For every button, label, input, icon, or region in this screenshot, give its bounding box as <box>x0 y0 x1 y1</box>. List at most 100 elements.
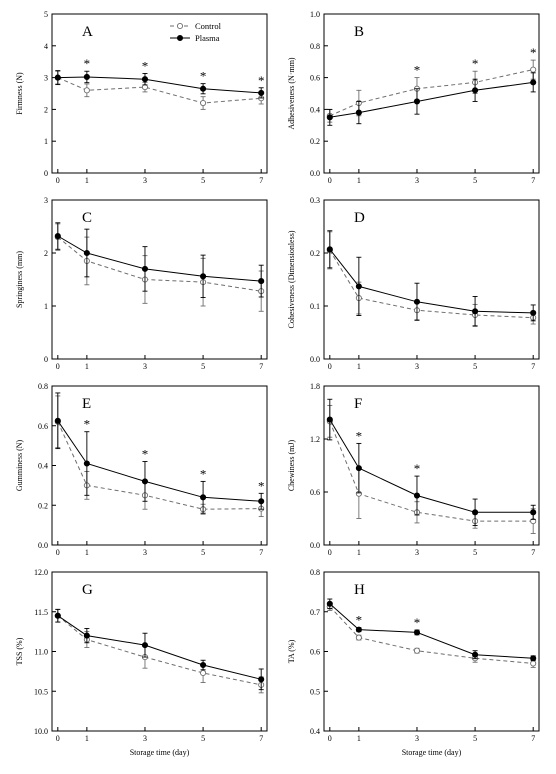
y-tick-label: 3 <box>44 196 48 205</box>
y-axis-label: Adhesiveness (N·mm) <box>287 57 296 130</box>
x-tick-label: 3 <box>143 734 147 743</box>
plasma-data-point <box>326 416 333 423</box>
panel-b: 0.0 0.2 0.4 0.6 0.8 1.0 0 1 3 5 7 Adhesiveness (N·m… <box>287 10 540 185</box>
x-axis-label: Storage time (day) <box>130 748 190 757</box>
y-tick-label: 10.5 <box>34 687 48 696</box>
significance-asterisk: * <box>200 466 207 481</box>
panel-h: 0.4 0.5 0.6 0.7 0.8 0 1 3 5 7 TA (%) Storage time (… <box>287 568 540 757</box>
y-tick-label: 1 <box>44 302 48 311</box>
panel-letter: A <box>82 24 93 40</box>
plasma-data-point <box>530 655 537 662</box>
panel-letter: D <box>354 210 365 226</box>
y-tick-label: 0.7 <box>310 608 320 617</box>
y-tick-label: 0 <box>44 169 48 178</box>
y-axis-label: Firmness (N) <box>15 72 24 115</box>
x-tick-label: 3 <box>415 176 419 185</box>
x-tick-label: 7 <box>531 734 535 743</box>
plasma-data-point <box>472 651 479 658</box>
y-tick-label: 1 <box>44 137 48 146</box>
panel-f: 0.0 0.6 1.2 1.8 0 1 3 5 7 Chewiness (mJ) F * * <box>287 382 540 557</box>
y-tick-label: 0.4 <box>38 462 48 471</box>
plasma-data-point <box>530 309 537 316</box>
plasma-data-point <box>141 76 149 83</box>
plasma-data-point <box>200 494 207 501</box>
x-axis-label: Storage time (day) <box>402 748 462 757</box>
x-tick-label: 3 <box>143 548 147 557</box>
y-tick-label: 3 <box>44 74 48 83</box>
plasma-data-point <box>355 465 362 472</box>
panel-c-frame <box>51 199 268 360</box>
x-tick-label: 1 <box>357 362 361 371</box>
plasma-data-point <box>258 89 265 96</box>
x-tick-label: 1 <box>357 176 361 185</box>
x-tick-label: 5 <box>201 176 205 185</box>
plasma-data-point <box>200 273 207 280</box>
plasma-data-point <box>472 509 479 516</box>
significance-asterisk: * <box>414 461 421 476</box>
x-tick-label: 0 <box>328 734 332 743</box>
y-tick-label: 2 <box>44 249 48 258</box>
panel-letter: B <box>354 24 364 40</box>
panel-letter: F <box>354 396 362 412</box>
y-tick-label: 0.8 <box>38 382 48 391</box>
control-series-line <box>329 606 534 664</box>
x-tick-label: 3 <box>143 362 147 371</box>
y-tick-label: 0.6 <box>310 648 320 657</box>
plasma-data-point <box>413 629 421 636</box>
panel-d: 0.0 0.1 0.2 0.3 0 1 3 5 7 Cohesiveness (Dimension… <box>287 196 540 371</box>
y-tick-label: 0.2 <box>310 249 320 258</box>
plasma-data-point <box>326 246 333 253</box>
y-tick-label: 0.0 <box>38 541 48 550</box>
plasma-data-point <box>355 109 362 116</box>
significance-asterisk: * <box>530 45 537 60</box>
significance-asterisk: * <box>142 58 149 73</box>
legend-plasma-marker <box>176 34 184 42</box>
plasma-data-point <box>326 600 333 607</box>
plasma-data-point <box>141 642 149 649</box>
x-tick-label: 7 <box>531 176 535 185</box>
significance-asterisk: * <box>472 56 479 71</box>
plasma-data-point <box>472 308 479 315</box>
y-tick-label: 0.4 <box>310 727 320 736</box>
significance-asterisk: * <box>142 447 149 462</box>
y-tick-label: 0.6 <box>310 74 320 83</box>
x-tick-label: 7 <box>259 176 263 185</box>
x-tick-label: 5 <box>473 734 477 743</box>
x-tick-label: 0 <box>328 362 332 371</box>
y-tick-label: 0.3 <box>310 196 320 205</box>
plasma-data-point <box>413 98 421 105</box>
control-data-point <box>83 87 90 94</box>
y-tick-label: 0.6 <box>38 422 48 431</box>
panel-letter: G <box>82 582 93 598</box>
y-tick-label: 0.6 <box>310 488 320 497</box>
y-tick-label: 4 <box>44 42 48 51</box>
control-series-line <box>329 421 534 522</box>
legend-control-marker <box>176 22 184 30</box>
y-tick-label: 0 <box>44 355 48 364</box>
y-tick-label: 1.0 <box>310 10 320 19</box>
x-tick-label: 5 <box>473 362 477 371</box>
x-tick-label: 7 <box>531 362 535 371</box>
significance-asterisk: * <box>356 428 363 443</box>
x-tick-label: 3 <box>143 176 147 185</box>
panel-e: 0.0 0.2 0.4 0.6 0.8 0 1 3 5 7 Gumminess (N) E * * * * <box>15 382 268 557</box>
significance-asterisk: * <box>84 417 91 432</box>
y-tick-label: 2 <box>44 105 48 114</box>
control-data-point <box>530 66 537 73</box>
y-tick-label: 0.8 <box>310 568 320 577</box>
plasma-data-point <box>54 74 61 81</box>
y-tick-label: 0.2 <box>38 501 48 510</box>
plasma-data-point <box>258 676 265 683</box>
plasma-data-point <box>355 626 362 633</box>
legend-control-label: Control <box>195 21 222 31</box>
panel-b-frame <box>323 13 540 174</box>
x-tick-label: 1 <box>357 734 361 743</box>
y-tick-label: 0.5 <box>310 687 320 696</box>
y-tick-label: 0.2 <box>310 137 320 146</box>
panel-c: 0 1 2 3 0 1 3 5 7 Springiness (mm) C <box>15 196 268 371</box>
plasma-data-point <box>54 232 61 240</box>
y-axis-label: TA (%) <box>287 639 296 663</box>
plasma-data-point <box>141 478 149 485</box>
y-axis-label: Gumminess (N) <box>15 440 24 492</box>
plasma-data-point <box>83 73 90 81</box>
